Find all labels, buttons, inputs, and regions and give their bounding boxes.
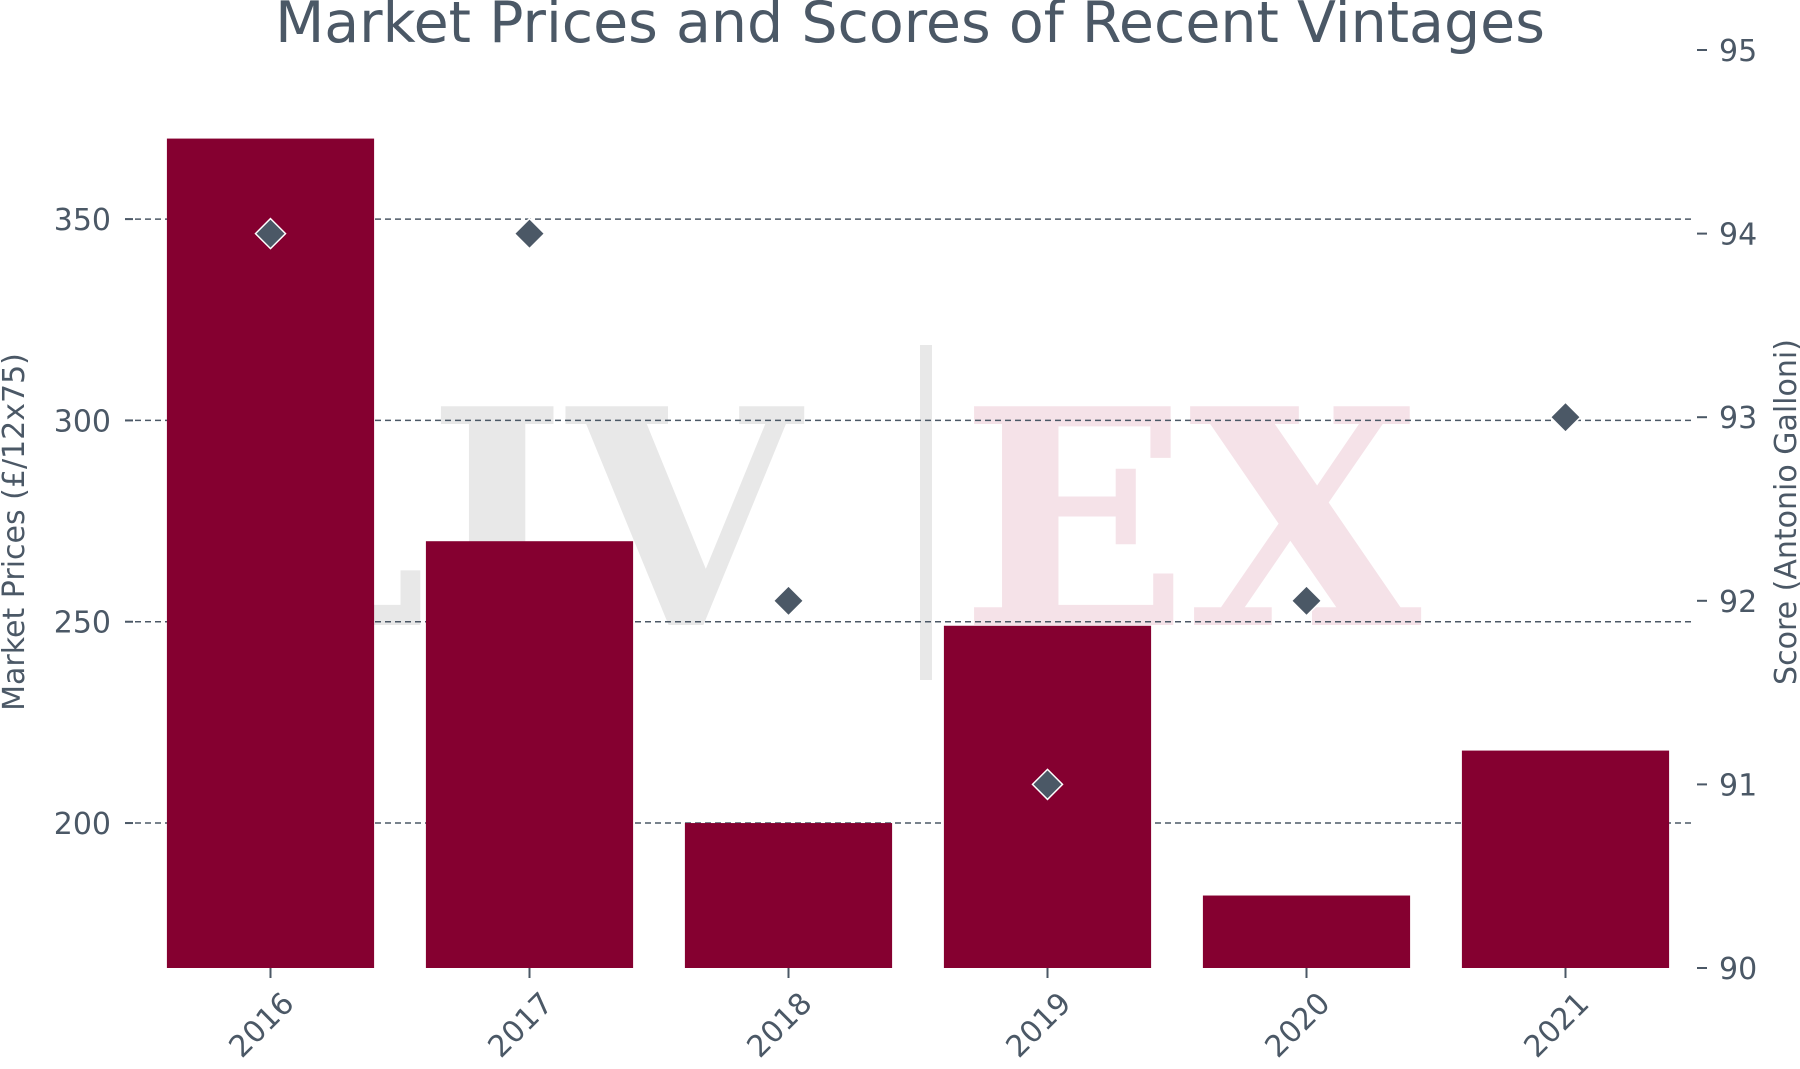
x-tick-label: 2019 xyxy=(999,986,1078,1065)
score-marker xyxy=(772,584,805,617)
y2-tick-label: 93 xyxy=(1719,401,1757,436)
watermark-logo: LIV EX xyxy=(216,343,1423,696)
y2-tick-label: 94 xyxy=(1719,218,1757,253)
bar xyxy=(1461,750,1670,968)
score-marker xyxy=(513,217,546,250)
y2-tick-label: 95 xyxy=(1719,34,1757,69)
bars xyxy=(166,138,1670,968)
x-tick-label: 2017 xyxy=(481,986,560,1065)
score-markers xyxy=(254,217,1582,801)
y-tick-label: 350 xyxy=(54,203,111,238)
gridlines xyxy=(125,218,1695,824)
y-tick-label: 300 xyxy=(54,404,111,439)
x-tick-label: 2020 xyxy=(1258,986,1337,1065)
score-marker xyxy=(1290,584,1323,617)
bar xyxy=(1202,895,1411,968)
x-tick-label: 2016 xyxy=(222,986,301,1065)
y-tick-label: 200 xyxy=(54,807,111,842)
y2-tick-label: 91 xyxy=(1719,768,1757,803)
bar xyxy=(166,138,375,968)
y2-tick-label: 92 xyxy=(1719,585,1757,620)
y-axis-label: Market Prices (£/12x75) xyxy=(0,353,32,711)
chart-title: Market Prices and Scores of Recent Vinta… xyxy=(275,0,1545,56)
x-tick-label: 2018 xyxy=(740,986,819,1065)
y-axis-left: 200 250 300 350 xyxy=(54,203,133,842)
x-tick-label: 2021 xyxy=(1517,986,1596,1065)
bar xyxy=(425,541,634,968)
score-marker xyxy=(254,217,287,250)
y-tick-label: 250 xyxy=(54,606,111,641)
y2-tick-label: 90 xyxy=(1719,952,1757,987)
x-axis: 2016 2017 2018 2019 2020 2021 xyxy=(222,968,1596,1065)
bar xyxy=(684,823,893,968)
y-axis-right: 90 91 92 93 94 95 xyxy=(1697,34,1757,987)
y2-axis-label: Score (Antonio Galloni) xyxy=(1769,339,1800,685)
score-marker xyxy=(1549,401,1582,434)
score-marker xyxy=(1031,768,1064,801)
